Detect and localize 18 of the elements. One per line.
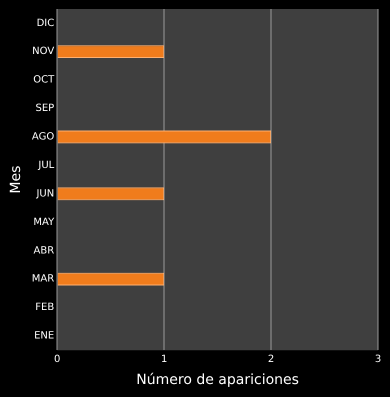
- x-tick-label: 3: [374, 354, 382, 365]
- y-tick-label: NOV: [32, 46, 54, 58]
- x-tick-label: 1: [160, 354, 168, 365]
- y-tick-label: MAR: [32, 274, 54, 285]
- x-tick-label: 2: [268, 354, 274, 365]
- y-tick-label: AGO: [32, 132, 54, 143]
- y-tick-label: OCT: [33, 74, 56, 86]
- y-tick-label: JUL: [37, 160, 55, 171]
- y-tick-label: ABR: [34, 245, 54, 256]
- y-tick-label: SEP: [36, 103, 54, 114]
- y-tick-label: FEB: [35, 302, 54, 314]
- x-tick-label: 0: [54, 354, 60, 365]
- x-axis-title: Número de apariciones: [136, 372, 299, 388]
- y-tick-label: JUN: [35, 188, 54, 200]
- y-tick-label: MAY: [33, 216, 56, 228]
- y-tick-label: ENE: [34, 330, 54, 342]
- y-axis-title: Mes: [8, 166, 24, 194]
- y-tick-label: DIC: [36, 18, 54, 29]
